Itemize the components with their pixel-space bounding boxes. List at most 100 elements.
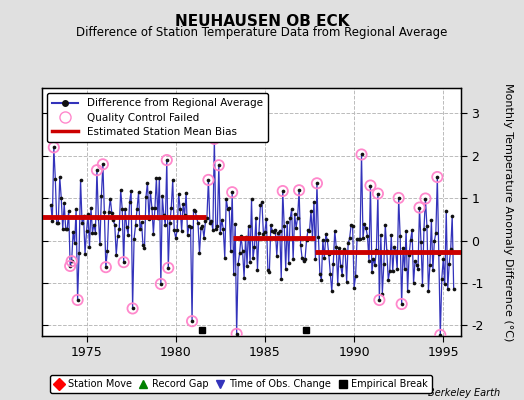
Point	[368, 269, 376, 275]
Point	[123, 224, 131, 230]
Point	[206, 220, 214, 227]
Point	[262, 216, 270, 222]
Point	[228, 189, 236, 196]
Point	[66, 263, 74, 269]
Point	[96, 241, 104, 248]
Point	[345, 235, 354, 242]
Point	[293, 214, 302, 221]
Point	[99, 161, 107, 168]
Point	[183, 232, 192, 238]
Point	[429, 267, 437, 274]
Point	[292, 225, 300, 231]
Point	[277, 276, 286, 282]
Point	[365, 257, 373, 264]
Text: Difference of Station Temperature Data from Regional Average: Difference of Station Temperature Data f…	[77, 26, 447, 39]
Point	[441, 281, 449, 288]
Point	[270, 229, 278, 235]
Point	[420, 226, 428, 232]
Point	[395, 195, 403, 201]
Point	[370, 262, 379, 268]
Point	[154, 215, 162, 222]
Point	[237, 233, 245, 239]
Point	[91, 230, 100, 236]
Point	[366, 182, 375, 189]
Point	[173, 227, 181, 233]
Point	[103, 248, 112, 254]
Point	[73, 297, 82, 303]
Point	[295, 187, 303, 194]
Point	[167, 205, 176, 212]
Point	[195, 250, 204, 256]
Point	[242, 234, 250, 240]
Legend: Station Move, Record Gap, Time of Obs. Change, Empirical Break: Station Move, Record Gap, Time of Obs. C…	[50, 375, 432, 393]
Point	[374, 190, 382, 197]
Point	[146, 188, 155, 195]
Point	[323, 237, 332, 244]
Point	[143, 180, 151, 186]
Point	[216, 230, 224, 236]
Point	[116, 187, 125, 194]
Point	[421, 195, 430, 202]
Point	[430, 238, 439, 244]
Point	[252, 215, 260, 221]
Point	[313, 180, 321, 186]
Point	[128, 305, 137, 312]
Point	[221, 254, 229, 261]
Point	[357, 151, 366, 158]
Point	[362, 225, 370, 232]
Point	[271, 226, 279, 233]
Point	[210, 136, 219, 142]
Point	[297, 242, 305, 248]
Point	[84, 211, 92, 218]
Point	[207, 218, 215, 224]
Point	[372, 247, 380, 254]
Point	[249, 255, 257, 262]
Point	[405, 252, 413, 259]
Point	[82, 228, 91, 234]
Point	[386, 268, 394, 274]
Point	[265, 269, 274, 275]
Point	[114, 232, 122, 239]
Point	[81, 250, 89, 257]
Point	[192, 214, 201, 220]
Point	[445, 260, 453, 267]
Point	[127, 188, 135, 194]
Point	[213, 223, 222, 230]
Point	[105, 209, 113, 216]
Point	[68, 258, 76, 264]
Point	[179, 201, 188, 208]
Point	[57, 194, 66, 201]
Point	[283, 218, 291, 225]
Point	[134, 189, 143, 196]
Point	[399, 244, 407, 251]
Point	[356, 236, 364, 242]
Point	[50, 144, 58, 150]
Point	[432, 230, 440, 236]
Point	[279, 188, 287, 194]
Point	[128, 305, 137, 312]
Point	[194, 220, 202, 226]
Point	[56, 174, 64, 180]
Point	[243, 262, 251, 269]
Point	[317, 276, 325, 283]
Point	[336, 263, 345, 269]
Point	[166, 220, 174, 226]
Point	[272, 252, 281, 259]
Point	[142, 194, 150, 200]
Point	[436, 332, 444, 338]
Point	[250, 244, 259, 250]
Point	[393, 266, 401, 272]
Point	[157, 281, 165, 287]
Point	[231, 220, 239, 227]
Point	[188, 318, 196, 324]
Point	[310, 198, 318, 205]
Point	[276, 228, 284, 234]
Point	[93, 167, 101, 173]
Point	[319, 237, 327, 244]
Point	[443, 286, 452, 292]
Point	[151, 205, 159, 211]
Point	[366, 182, 375, 189]
Point	[379, 261, 388, 268]
Point	[109, 217, 117, 224]
Point	[442, 208, 451, 214]
